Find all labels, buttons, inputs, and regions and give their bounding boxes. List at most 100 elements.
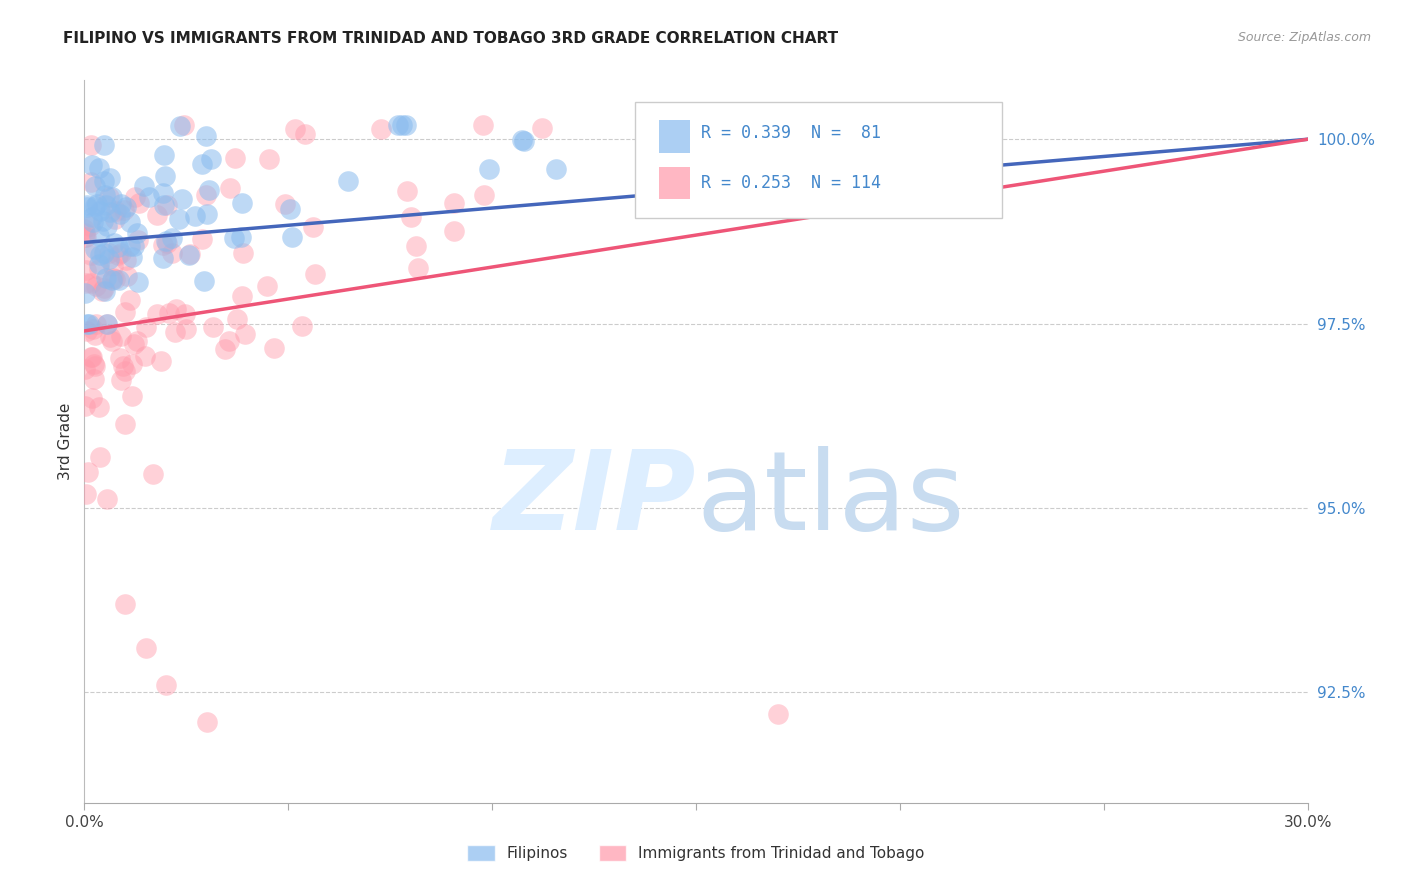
Point [96, 317, 118, 331]
Point [165, 301, 187, 316]
Point [75, 230, 97, 244]
Point [513, 134, 536, 148]
Text: FILIPINO VS IMMIGRANTS FROM TRINIDAD AND TOBAGO 3RD GRADE CORRELATION CHART: FILIPINO VS IMMIGRANTS FROM TRINIDAD AND… [63, 31, 838, 46]
Point [132, 179, 155, 194]
Point [84, 242, 107, 256]
Point [127, 226, 149, 240]
Point [198, 183, 221, 197]
Point [84, 279, 107, 293]
Point [82, 211, 104, 225]
Point [281, 230, 304, 244]
FancyBboxPatch shape [659, 167, 690, 200]
Point [101, 273, 124, 287]
Point [125, 334, 148, 349]
Point [138, 190, 160, 204]
Point [337, 174, 360, 188]
Point [225, 312, 247, 326]
Point [76, 200, 98, 214]
Point [218, 334, 240, 348]
Point [93, 245, 115, 260]
Point [96, 492, 118, 507]
Point [107, 240, 129, 254]
Point [284, 122, 307, 136]
Point [103, 235, 125, 250]
Point [256, 279, 278, 293]
Point [174, 322, 197, 336]
Legend: Filipinos, Immigrants from Trinidad and Tobago: Filipinos, Immigrants from Trinidad and … [461, 839, 931, 867]
Point [193, 274, 215, 288]
Point [93, 281, 115, 295]
Point [94, 284, 117, 298]
Point [399, 210, 422, 224]
Point [94, 197, 117, 211]
Point [179, 248, 201, 262]
Point [214, 343, 236, 357]
Point [195, 128, 218, 143]
Point [510, 133, 533, 147]
Point [443, 196, 465, 211]
Point [98, 246, 121, 260]
Point [80, 158, 103, 172]
Point [530, 120, 553, 135]
Point [395, 118, 418, 132]
Point [75, 286, 97, 301]
Point [124, 190, 146, 204]
Point [162, 245, 184, 260]
Point [75, 487, 97, 501]
Point [544, 162, 567, 177]
Point [83, 357, 105, 371]
Point [758, 118, 780, 132]
Point [169, 211, 191, 226]
Point [121, 250, 143, 264]
Point [294, 127, 316, 141]
Point [156, 198, 179, 212]
Point [75, 227, 97, 241]
Point [76, 197, 98, 211]
Point [110, 197, 132, 211]
Point [82, 391, 104, 405]
Point [83, 359, 105, 374]
Point [218, 181, 240, 195]
Point [232, 245, 254, 260]
Point [153, 147, 176, 161]
Point [110, 373, 132, 387]
Point [191, 157, 214, 171]
Point [153, 169, 176, 183]
Point [127, 233, 149, 247]
Point [107, 248, 129, 262]
Point [197, 207, 219, 221]
Point [152, 198, 174, 212]
Point [89, 204, 111, 219]
Text: atlas: atlas [696, 446, 965, 553]
Point [195, 714, 218, 729]
Point [80, 175, 103, 189]
Point [224, 231, 246, 245]
Point [101, 260, 124, 274]
Point [80, 350, 103, 364]
Point [112, 202, 135, 217]
Point [127, 275, 149, 289]
Point [79, 219, 101, 233]
Point [104, 204, 127, 219]
Point [82, 215, 104, 229]
Point [387, 118, 409, 132]
Point [671, 141, 693, 155]
Point [391, 118, 413, 132]
Point [114, 304, 136, 318]
Point [184, 209, 207, 223]
Point [114, 417, 136, 432]
Point [114, 597, 136, 611]
Point [73, 222, 96, 236]
Point [200, 152, 222, 166]
Point [115, 253, 138, 268]
Point [104, 212, 127, 227]
Point [73, 362, 96, 376]
Point [110, 246, 132, 260]
Point [142, 467, 165, 482]
Point [122, 337, 145, 351]
Point [80, 351, 103, 365]
Point [766, 707, 789, 722]
Point [291, 319, 314, 334]
Point [115, 268, 138, 283]
Point [121, 388, 143, 402]
